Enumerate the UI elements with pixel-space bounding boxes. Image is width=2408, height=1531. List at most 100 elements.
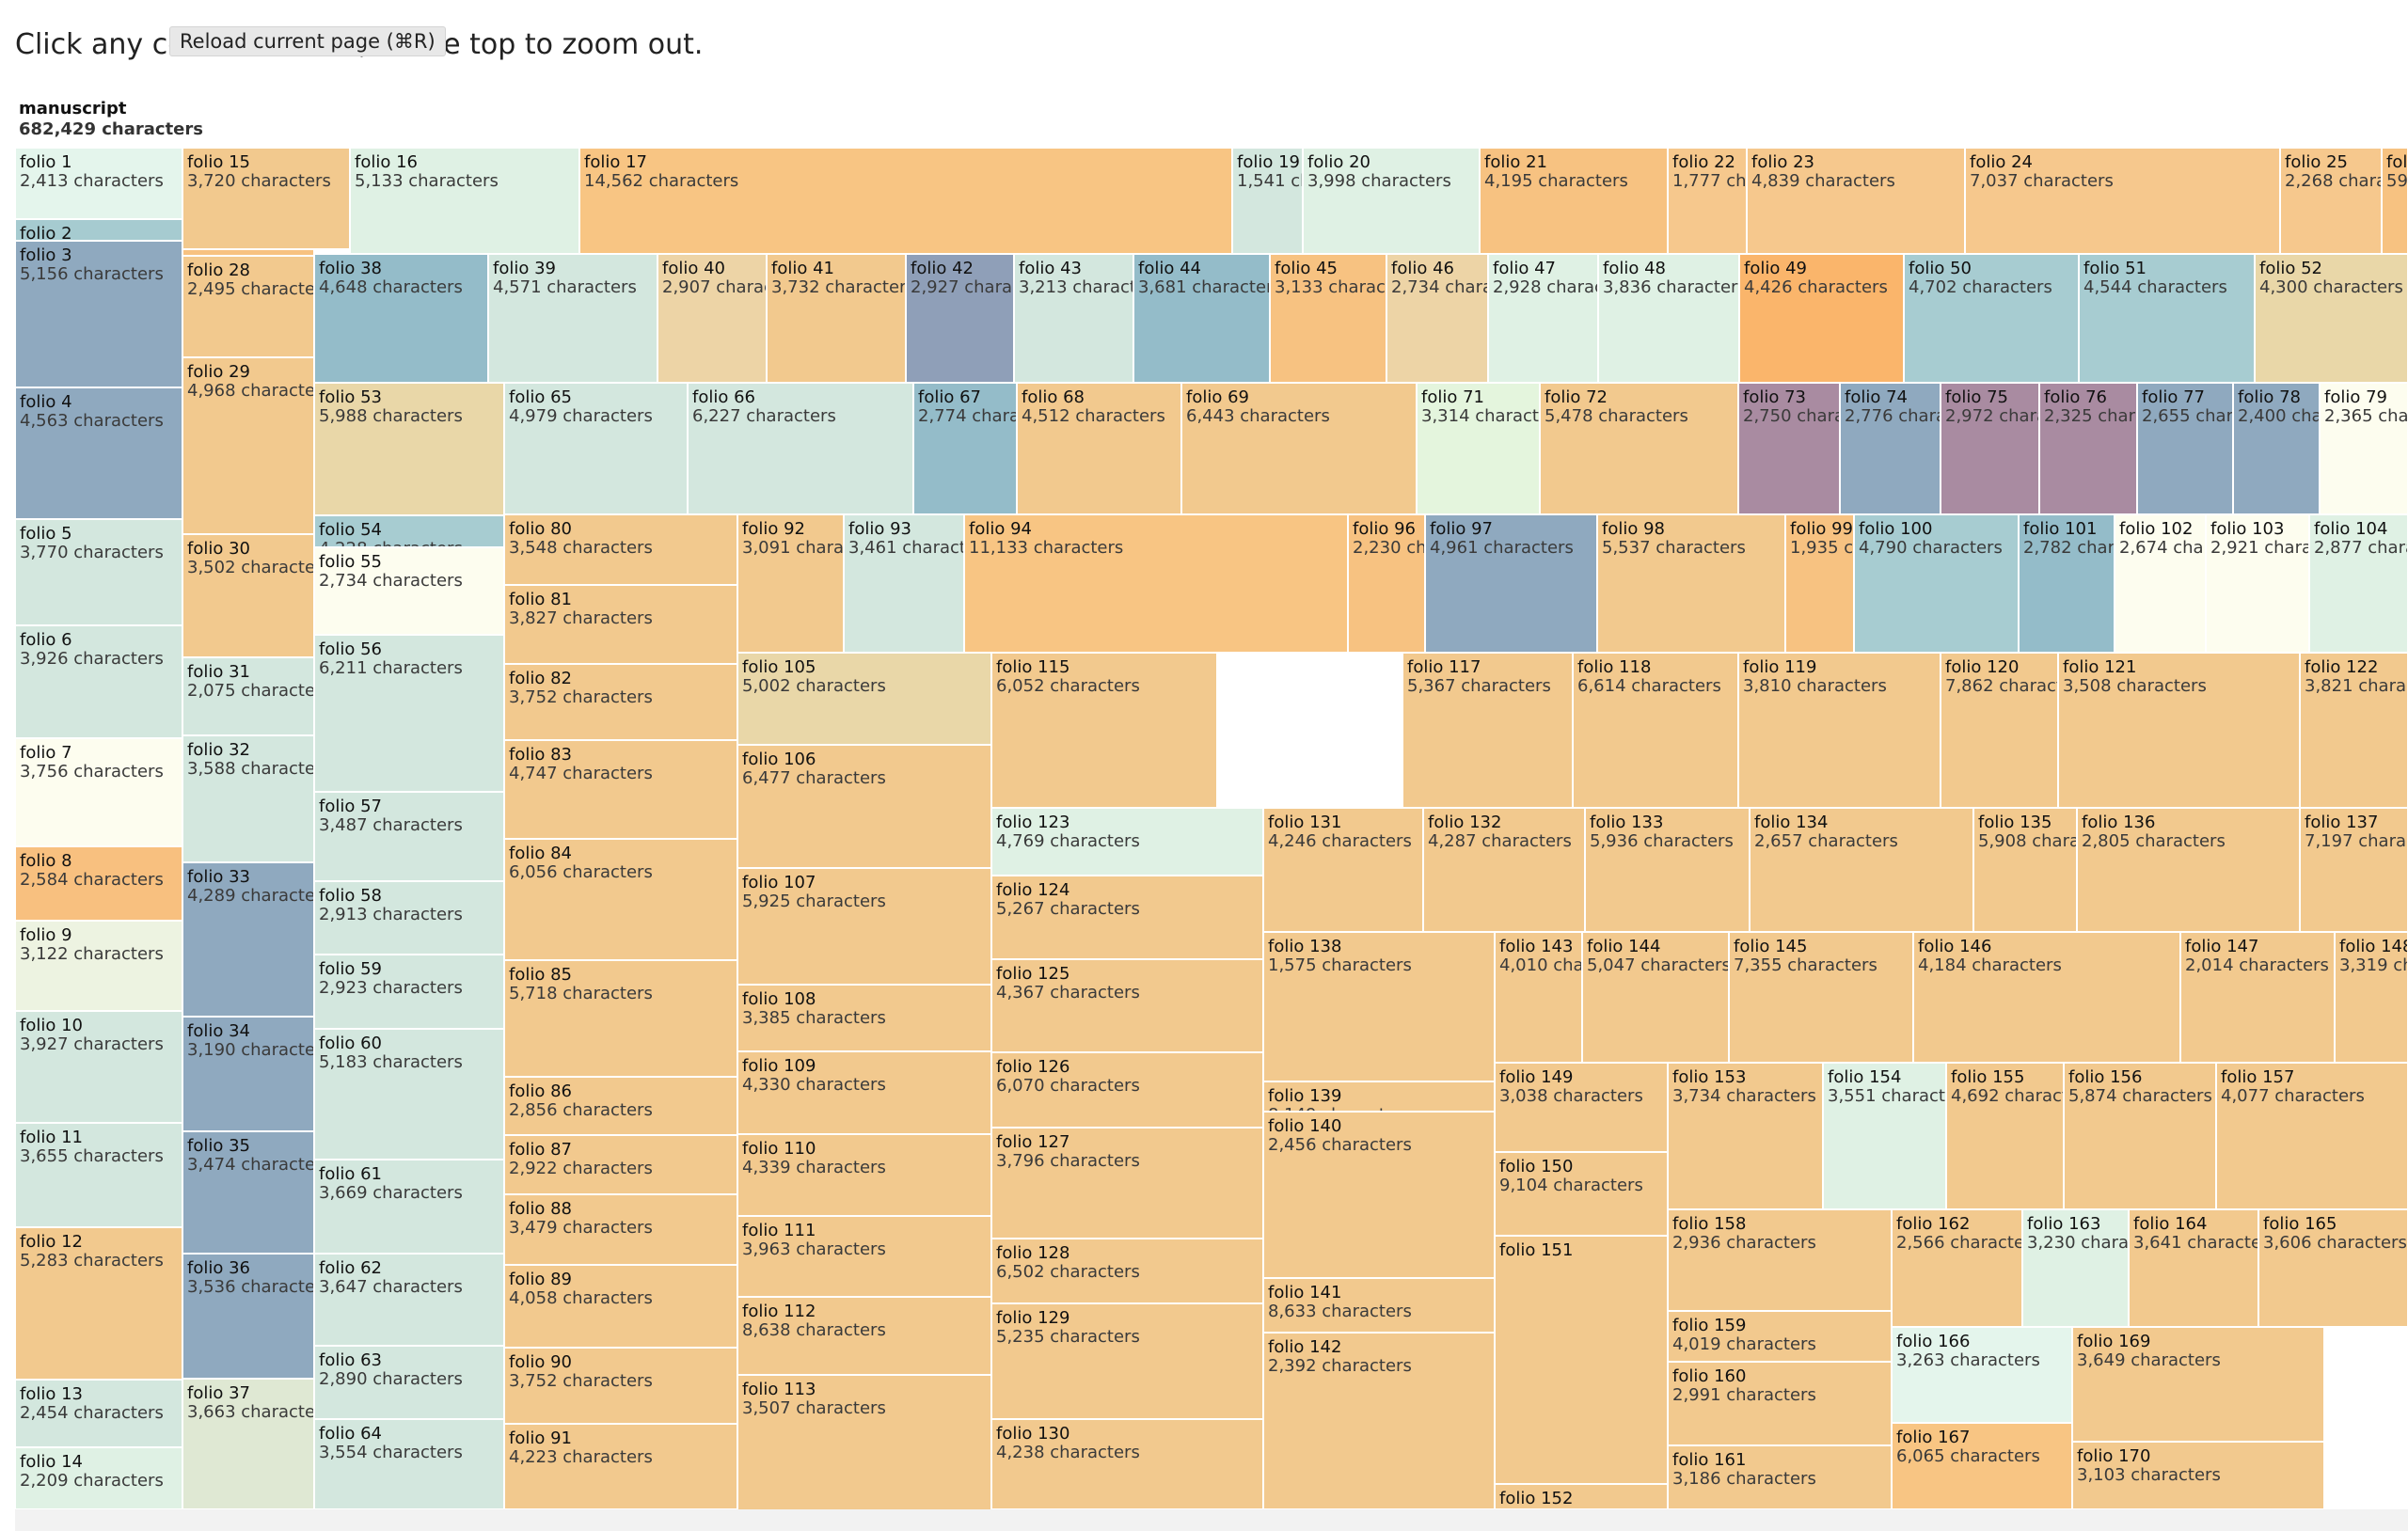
treemap-cell[interactable]: folio 433,213 characters (1014, 254, 1133, 383)
treemap-cell[interactable]: folio 133 5,936 characters (1585, 808, 1750, 932)
treemap-cell[interactable]: folio 151 (1495, 1236, 1668, 1484)
treemap-cell[interactable]: folio 81 3,827 characters (504, 585, 737, 664)
treemap-cell[interactable]: folio 64 3,554 characters (314, 1419, 504, 1509)
treemap-cell[interactable]: folio 9 3,122 characters (15, 921, 182, 1011)
treemap-cell[interactable]: folio 24 7,037 characters (1965, 148, 2280, 254)
treemap-cell[interactable]: folio 110 4,339 characters (737, 1134, 991, 1216)
treemap-cell[interactable]: folio 159 4,019 characters (1668, 1311, 1892, 1362)
treemap-cell[interactable]: folio 144 5,047 characters (1582, 932, 1729, 1063)
treemap-cell[interactable]: folio 294,968 characters (182, 357, 314, 534)
treemap-cell[interactable]: folio 125 4,367 characters (991, 959, 1263, 1052)
treemap-cell[interactable]: folio 150 9,104 characters (1495, 1152, 1668, 1236)
treemap-cell[interactable]: folio 157 4,077 characters (2216, 1063, 2408, 1209)
treemap-cell[interactable]: folio 124 5,267 characters (991, 876, 1263, 959)
treemap-cell[interactable]: folio 69 6,443 characters (1181, 383, 1417, 514)
treemap-cell[interactable]: folio 282,495 characters (182, 256, 314, 357)
treemap-cell[interactable]: folio 167 6,065 characters (1892, 1423, 2072, 1509)
treemap-cell[interactable]: folio 50 4,702 characters (1904, 254, 2079, 383)
treemap-cell[interactable]: folio 10 3,927 characters (15, 1011, 182, 1123)
treemap-cell[interactable]: folio 117 5,367 characters (1402, 653, 1573, 808)
treemap-cell[interactable]: folio 39 4,571 characters (488, 254, 657, 383)
treemap-cell[interactable]: folio 112 8,638 characters (737, 1297, 991, 1375)
treemap-cell[interactable]: folio 1 2,413 characters (15, 148, 182, 219)
treemap-cell[interactable]: folio 742,776 characters (1840, 383, 1941, 514)
treemap-cell[interactable]: folio 100 4,790 characters (1854, 514, 2019, 653)
treemap-cell[interactable]: folio 11 3,655 characters (15, 1123, 182, 1227)
treemap-cell[interactable]: folio 87 2,922 characters (504, 1135, 737, 1194)
treemap-cell[interactable]: folio 98 5,537 characters (1597, 514, 1785, 653)
treemap-cell[interactable]: folio 323,588 characters (182, 735, 314, 862)
treemap-cell[interactable]: folio 90 3,752 characters (504, 1348, 737, 1424)
treemap-cell[interactable]: folio 169 3,649 characters (2072, 1327, 2324, 1442)
treemap-cell[interactable]: folio 107 5,925 characters (737, 868, 991, 985)
treemap-cell[interactable]: folio 49 4,426 characters (1739, 254, 1904, 383)
treemap-cell[interactable]: folio 191,541 characters (1232, 148, 1303, 254)
treemap-cell[interactable]: folio 106 6,477 characters (737, 745, 991, 868)
treemap-cell[interactable]: folio 56 6,211 characters (314, 635, 504, 792)
treemap-cell[interactable]: folio 52 4,300 characters (2255, 254, 2408, 383)
treemap-cell[interactable]: folio 544,228 characters (314, 515, 504, 547)
treemap-cell[interactable]: folio 109 4,330 characters (737, 1051, 991, 1134)
treemap-cell[interactable]: folio 166 3,263 characters (1892, 1327, 2072, 1423)
treemap-cell[interactable]: folio 89 4,058 characters (504, 1265, 737, 1348)
treemap-cell[interactable]: folio 1398,149 characters (1263, 1081, 1495, 1112)
treemap-cell[interactable]: folio 38 4,648 characters (314, 254, 488, 383)
treemap-cell[interactable]: folio 8 2,584 characters (15, 846, 182, 921)
treemap-cell[interactable]: folio 58 2,913 characters (314, 881, 504, 955)
treemap-cell[interactable]: folio 6 3,926 characters (15, 625, 182, 738)
treemap-cell[interactable]: folio 59 2,923 characters (314, 955, 504, 1029)
treemap-cell[interactable]: folio 48 3,836 characters (1598, 254, 1739, 383)
treemap-cell[interactable]: folio 72 5,478 characters (1540, 383, 1738, 514)
treemap-cell[interactable]: folio 136 2,805 characters (2077, 808, 2300, 932)
treemap-cell[interactable]: folio 252,268 characters (2280, 148, 2382, 254)
treemap-cell[interactable]: folio 933,461 characters (844, 514, 964, 653)
treemap-cell[interactable]: folio 147 2,014 characters (2180, 932, 2335, 1063)
treemap-cell[interactable]: folio 221,777 characters (1668, 148, 1747, 254)
treemap-cell[interactable]: folio 121 3,508 characters (2058, 653, 2300, 808)
treemap-cell[interactable]: folio 17 14,562 characters (579, 148, 1232, 254)
treemap-cell[interactable]: folio 962,230 characters (1348, 514, 1425, 653)
treemap-cell[interactable]: folio 97 4,961 characters (1425, 514, 1597, 653)
treemap-cell[interactable]: folio 27 (182, 249, 314, 256)
treemap-cell[interactable]: folio 3 5,156 characters (15, 241, 182, 387)
treemap-cell[interactable]: folio 453,133 characters (1270, 254, 1386, 383)
treemap-cell[interactable]: folio 363,536 characters (182, 1254, 314, 1379)
treemap-cell[interactable]: folio 130 4,238 characters (991, 1419, 1263, 1509)
treemap-cell[interactable]: folio 118 6,614 characters (1573, 653, 1738, 808)
treemap-cell[interactable]: folio 20 3,998 characters (1303, 148, 1480, 254)
treemap-cell[interactable]: folio 94 11,133 characters (964, 514, 1348, 653)
treemap-cell[interactable]: folio 16 5,133 characters (350, 148, 579, 254)
treemap-cell[interactable]: folio 153 3,734 characters (1668, 1063, 1823, 1209)
treemap-cell[interactable]: folio 772,655 characters (2137, 383, 2233, 514)
treemap-cell[interactable]: folio 334,289 characters (182, 862, 314, 1017)
treemap-cell[interactable]: folio 88 3,479 characters (504, 1194, 737, 1265)
treemap-cell[interactable]: folio 15 3,720 characters (182, 148, 350, 249)
treemap-cell[interactable]: folio 26597 characters (2382, 148, 2408, 254)
treemap-cell[interactable]: folio 55 2,734 characters (314, 547, 504, 635)
treemap-cell[interactable]: folio 782,400 characters (2233, 383, 2320, 514)
treemap-cell[interactable]: folio 141 8,633 characters (1263, 1278, 1495, 1333)
treemap-cell[interactable]: folio 108 3,385 characters (737, 985, 991, 1051)
treemap-cell[interactable]: folio 472,928 characters (1488, 254, 1598, 383)
treemap-cell[interactable]: folio 312,075 characters (182, 657, 314, 735)
treemap-cell[interactable]: folio 1524,757 characters (1495, 1484, 1668, 1509)
treemap-cell[interactable]: folio 343,190 characters (182, 1017, 314, 1131)
treemap-cell[interactable]: folio 53 5,988 characters (314, 383, 504, 515)
treemap-cell[interactable]: folio 91 4,223 characters (504, 1424, 737, 1509)
treemap-cell[interactable]: folio 12 5,283 characters (15, 1227, 182, 1380)
treemap-cell[interactable]: folio 145 7,355 characters (1729, 932, 1913, 1063)
treemap-cell[interactable]: folio 127 3,796 characters (991, 1128, 1263, 1239)
treemap-cell[interactable]: folio 119 3,810 characters (1738, 653, 1941, 808)
treemap-cell[interactable]: folio 402,907 characters (657, 254, 767, 383)
treemap-cell[interactable]: folio 62 3,647 characters (314, 1254, 504, 1346)
treemap-cell[interactable]: folio 462,734 characters (1386, 254, 1488, 383)
treemap-cell[interactable]: folio 5 3,770 characters (15, 519, 182, 625)
